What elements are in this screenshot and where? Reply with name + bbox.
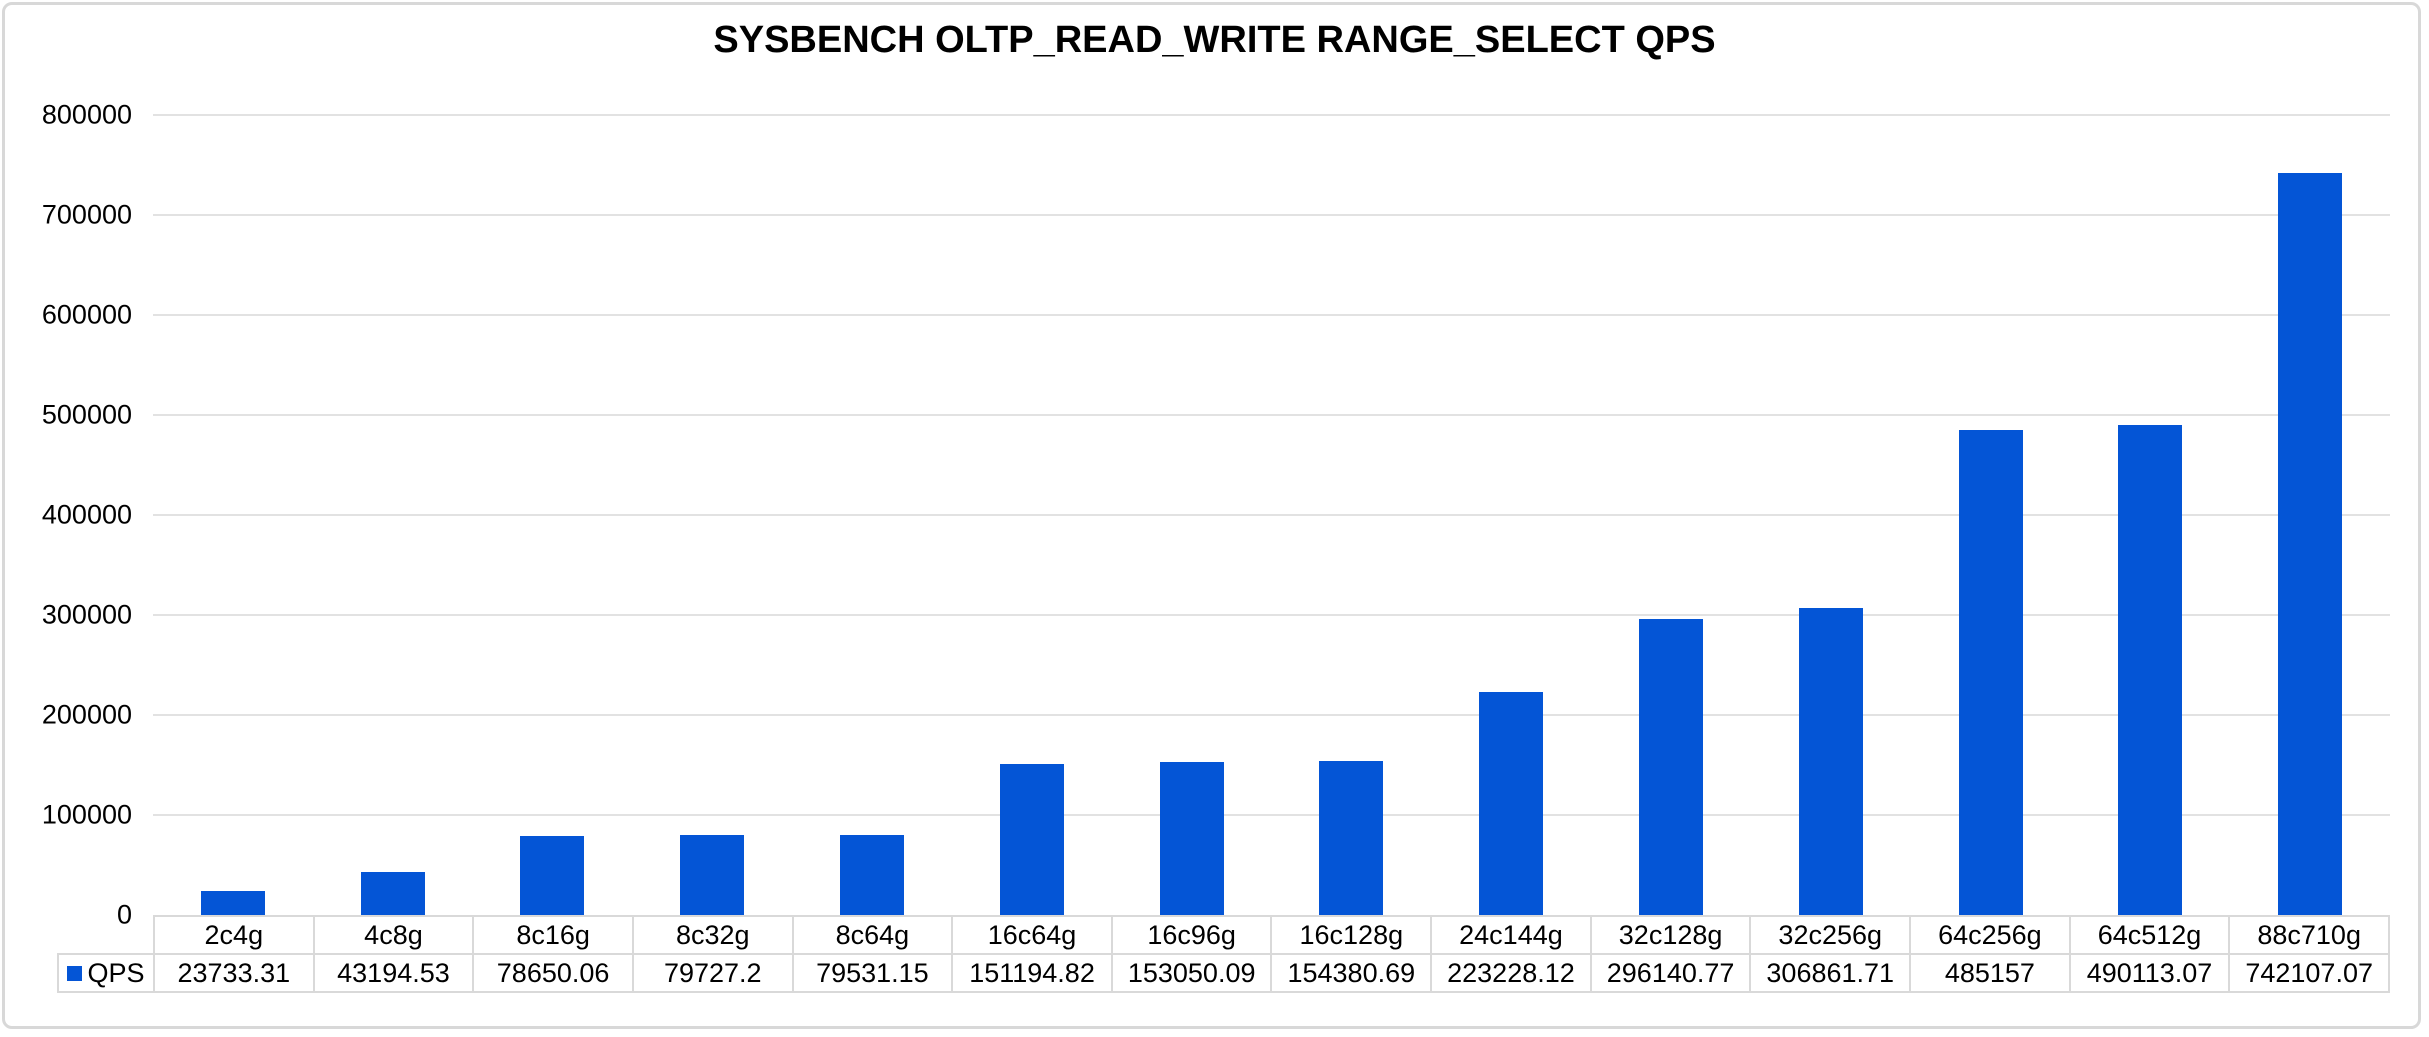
y-tick-label: 500000	[41, 399, 132, 430]
value-cell-64c256g: 485157	[1909, 953, 2071, 993]
bar-8c32g	[680, 835, 745, 915]
bar-32c128g	[1638, 619, 1703, 915]
value-cell-16c64g: 151194.82	[951, 953, 1113, 993]
bar-4c8g	[360, 872, 425, 915]
value-cell-32c256g: 306861.71	[1749, 953, 1912, 993]
bar-64c256g	[1958, 430, 2023, 915]
category-cell-64c256g: 64c256g	[1909, 915, 2071, 955]
value-cell-8c64g: 79531.15	[791, 953, 954, 993]
value-cell-88c710g: 742107.07	[2228, 953, 2390, 993]
bar-8c64g	[840, 835, 905, 915]
value-cell-16c96g: 153050.09	[1110, 953, 1273, 993]
chart-title: SYSBENCH OLTP_READ_WRITE RANGE_SELECT QP…	[713, 19, 1716, 61]
y-tick-label: 700000	[41, 199, 132, 230]
bar-64c512g	[2118, 425, 2183, 915]
legend-key-swatch-icon	[67, 966, 83, 981]
gridline	[153, 214, 2390, 216]
bar-24c144g	[1479, 692, 1544, 915]
category-cell-32c128g: 32c128g	[1589, 915, 1752, 955]
legend-cell: QPS	[57, 953, 155, 993]
bar-2c4g	[200, 891, 265, 915]
bar-16c128g	[1319, 761, 1384, 915]
category-cell-16c96g: 16c96g	[1110, 915, 1273, 955]
bar-8c16g	[520, 836, 585, 915]
gridline	[153, 714, 2390, 716]
category-cell-8c16g: 8c16g	[472, 915, 634, 955]
category-cell-32c256g: 32c256g	[1749, 915, 1912, 955]
value-cell-16c128g: 154380.69	[1270, 953, 1433, 993]
category-cell-16c64g: 16c64g	[951, 915, 1113, 955]
value-cell-32c128g: 296140.77	[1589, 953, 1752, 993]
value-cell-24c144g: 223228.12	[1430, 953, 1592, 993]
category-cell-4c8g: 4c8g	[312, 915, 475, 955]
y-tick-label: 400000	[41, 499, 132, 530]
y-tick-label: 0	[116, 899, 132, 930]
value-cell-8c16g: 78650.06	[472, 953, 634, 993]
data-table: 2c4g 4c8g 8c16g 8c32g 8c64g 16c64g 16c96g 16c12…	[57, 915, 2390, 993]
bar-32c256g	[1798, 608, 1863, 915]
gridline	[153, 114, 2390, 116]
gridline	[153, 514, 2390, 516]
y-tick-label: 300000	[41, 599, 132, 630]
gridline	[153, 414, 2390, 416]
plot-area	[153, 114, 2390, 915]
gridline	[153, 614, 2390, 616]
bar-88c710g	[2278, 173, 2343, 915]
category-cell-8c32g: 8c32g	[631, 915, 794, 955]
category-cell-8c64g: 8c64g	[791, 915, 954, 955]
value-cell-64c512g: 490113.07	[2068, 953, 2231, 993]
gridline	[153, 814, 2390, 816]
category-cell-16c128g: 16c128g	[1270, 915, 1433, 955]
y-tick-label: 100000	[41, 799, 132, 830]
y-tick-label: 200000	[41, 699, 132, 730]
value-cell-2c4g: 23733.31	[153, 953, 315, 993]
legend-label: QPS	[87, 958, 145, 988]
y-tick-label: 600000	[41, 299, 132, 330]
legend-header-blank-cell	[58, 916, 154, 954]
y-tick-label: 800000	[41, 99, 132, 130]
category-cell-24c144g: 24c144g	[1430, 915, 1592, 955]
category-cell-2c4g: 2c4g	[153, 915, 315, 955]
category-cell-64c512g: 64c512g	[2068, 915, 2231, 955]
value-cell-8c32g: 79727.2	[631, 953, 794, 993]
value-cell-4c8g: 43194.53	[312, 953, 475, 993]
category-cell-88c710g: 88c710g	[2228, 915, 2390, 955]
gridline	[153, 314, 2390, 316]
bar-16c64g	[999, 764, 1064, 915]
bar-16c96g	[1159, 762, 1224, 915]
